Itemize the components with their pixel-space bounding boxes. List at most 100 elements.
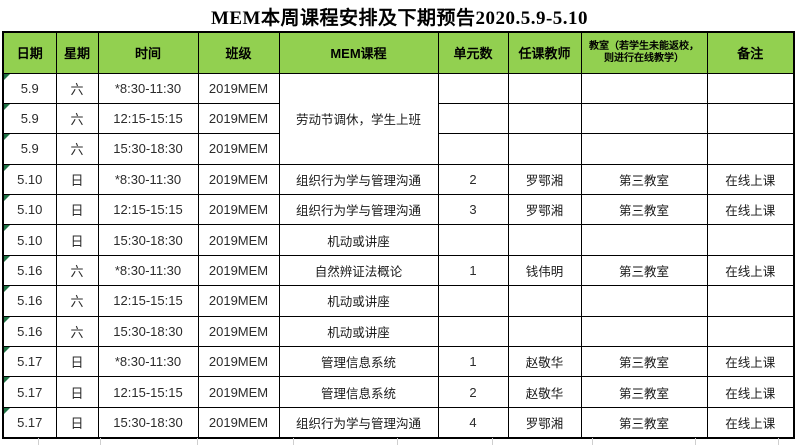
cell-time: *8:30-11:30 [97, 163, 199, 196]
cell-corner-flag-icon [4, 74, 10, 80]
cell-note: 在线上课 [706, 163, 795, 196]
cell-class: 2019MEM [197, 285, 280, 317]
cell-units: 2 [437, 376, 509, 408]
header-room: 教室（若学生未能返校，则进行在线教学） [580, 31, 708, 74]
header-course: MEM课程 [278, 31, 439, 74]
cell-room [580, 285, 708, 317]
header-class: 班级 [197, 31, 280, 74]
cell-units [437, 102, 509, 135]
cell-corner-flag-icon [4, 134, 10, 141]
cell-time: *8:30-11:30 [97, 72, 199, 104]
cell-class: 2019MEM [197, 346, 280, 378]
spreadsheet-background-gridlines [0, 438, 799, 445]
cell-date: 5.17 [2, 406, 57, 439]
cell-room: 第三教室 [580, 194, 708, 226]
header-units: 单元数 [437, 31, 509, 74]
background-gridline [492, 438, 493, 445]
cell-week: 日 [55, 376, 99, 408]
cell-class: 2019MEM [197, 224, 280, 256]
cell-units: 2 [437, 163, 509, 196]
background-gridline [197, 438, 198, 445]
cell-class: 2019MEM [197, 376, 280, 408]
cell-week: 日 [55, 163, 99, 196]
cell-teacher: 赵敬华 [507, 376, 582, 408]
cell-week: 六 [55, 315, 99, 348]
cell-class: 2019MEM [197, 163, 280, 196]
cell-class: 2019MEM [197, 254, 280, 287]
table-row: 5.17 日 *8:30-11:30 2019MEM 管理信息系统 1 赵敬华 … [2, 346, 795, 378]
cell-course: 机动或讲座 [278, 224, 439, 256]
cell-corner-flag-icon [4, 286, 10, 293]
cell-room: 第三教室 [580, 376, 708, 408]
cell-week: 日 [55, 224, 99, 256]
cell-time: 15:30-18:30 [97, 224, 199, 256]
header-note: 备注 [706, 31, 795, 74]
cell-teacher: 罗鄂湘 [507, 163, 582, 196]
table-row: 5.9 六 15:30-18:30 2019MEM [2, 133, 795, 165]
page-title: MEM本周课程安排及下期预告2020.5.9-5.10 [210, 8, 589, 29]
cell-units: 4 [437, 406, 509, 439]
cell-room: 第三教室 [580, 254, 708, 287]
cell-date: 5.16 [2, 315, 57, 348]
cell-teacher [507, 133, 582, 165]
cell-corner-flag-icon [4, 256, 10, 262]
header-date: 日期 [2, 31, 57, 74]
cell-room [580, 72, 708, 104]
cell-time: 15:30-18:30 [97, 315, 199, 348]
table-row: 5.10 日 *8:30-11:30 2019MEM 组织行为学与管理沟通 2 … [2, 163, 795, 196]
table-row: 5.9 六 *8:30-11:30 2019MEM 劳动节调休，学生上班 [2, 72, 795, 165]
table-row: 5.17 日 12:15-15:15 2019MEM 管理信息系统 2 赵敬华 … [2, 376, 795, 408]
cell-date: 5.9 [2, 133, 57, 165]
cell-date: 5.17 [2, 346, 57, 378]
cell-note: 在线上课 [706, 194, 795, 226]
cell-teacher [507, 224, 582, 256]
cell-note [706, 102, 795, 135]
cell-week: 日 [55, 346, 99, 378]
cell-teacher [507, 102, 582, 135]
background-gridline [38, 438, 39, 445]
cell-class: 2019MEM [197, 315, 280, 348]
cell-week: 日 [55, 194, 99, 226]
cell-note: 在线上课 [706, 406, 795, 439]
cell-week: 六 [55, 102, 99, 135]
cell-date: 5.17 [2, 376, 57, 408]
cell-teacher [507, 315, 582, 348]
table-row: 5.17 日 15:30-18:30 2019MEM 组织行为学与管理沟通 4 … [2, 406, 795, 439]
cell-units [437, 315, 509, 348]
cell-teacher: 罗鄂湘 [507, 406, 582, 439]
cell-teacher: 赵敬华 [507, 346, 582, 378]
cell-class: 2019MEM [197, 102, 280, 135]
cell-week: 六 [55, 72, 99, 104]
cell-date: 5.16 [2, 254, 57, 287]
cell-room: 第三教室 [580, 346, 708, 378]
cell-class: 2019MEM [197, 72, 280, 104]
cell-course: 管理信息系统 [278, 376, 439, 408]
cell-week: 六 [55, 133, 99, 165]
table-row: 5.10 日 15:30-18:30 2019MEM 机动或讲座 [2, 224, 795, 256]
cell-time: *8:30-11:30 [97, 254, 199, 287]
background-gridline [695, 438, 696, 445]
cell-corner-flag-icon [4, 225, 10, 232]
cell-time: 12:15-15:15 [97, 194, 199, 226]
background-gridline [100, 438, 101, 445]
cell-units: 3 [437, 194, 509, 226]
cell-time: 15:30-18:30 [97, 406, 199, 439]
cell-date: 5.9 [2, 72, 57, 104]
table-row: 5.16 六 12:15-15:15 2019MEM 机动或讲座 [2, 285, 795, 317]
cell-units: 1 [437, 254, 509, 287]
cell-course: 机动或讲座 [278, 315, 439, 348]
cell-week: 六 [55, 254, 99, 287]
background-gridline [397, 438, 398, 445]
cell-date: 5.10 [2, 224, 57, 256]
header-time: 时间 [97, 31, 199, 74]
cell-note: 在线上课 [706, 376, 795, 408]
header-teacher: 任课教师 [507, 31, 582, 74]
cell-room [580, 133, 708, 165]
cell-corner-flag-icon [4, 347, 10, 354]
cell-course: 自然辨证法概论 [278, 254, 439, 287]
cell-note [706, 224, 795, 256]
table-row: 5.10 日 12:15-15:15 2019MEM 组织行为学与管理沟通 3 … [2, 194, 795, 226]
cell-teacher [507, 72, 582, 104]
cell-course: 机动或讲座 [278, 285, 439, 317]
